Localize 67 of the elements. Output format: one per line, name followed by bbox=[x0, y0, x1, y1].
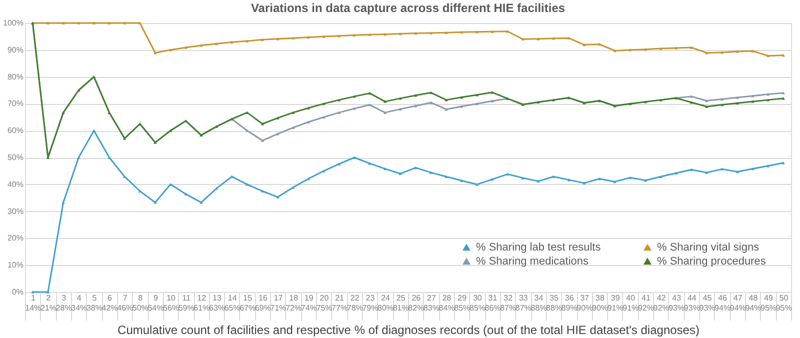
x-tick-label: 49 95% bbox=[760, 294, 777, 312]
x-tick-label: 9 54% bbox=[148, 294, 164, 312]
x-tick-label: 24 80% bbox=[378, 294, 394, 312]
x-tick-label: 31 86% bbox=[484, 294, 501, 312]
x-tick-label: 19 74% bbox=[300, 294, 317, 312]
x-tick-label: 32 87% bbox=[500, 294, 516, 312]
x-tick-label: 50 95% bbox=[776, 294, 792, 312]
x-tick-label: 37 90% bbox=[576, 294, 593, 312]
x-tick-label: 29 85% bbox=[454, 294, 470, 312]
y-tick-label: 50% bbox=[7, 153, 24, 162]
legend-label: % Sharing vital signs bbox=[657, 242, 760, 254]
y-tick-label: 30% bbox=[7, 206, 24, 216]
x-tick-label: 8 50% bbox=[132, 294, 148, 312]
y-tick-label: 20% bbox=[7, 234, 24, 243]
x-tick-label: 23 79% bbox=[362, 294, 378, 312]
legend-label: % Sharing lab test results bbox=[476, 242, 602, 254]
x-tick-label: 25 81% bbox=[392, 294, 409, 312]
x-tick-label: 41 92% bbox=[638, 294, 654, 312]
y-tick-label: 100% bbox=[3, 18, 24, 28]
x-tick-label: 17 71% bbox=[270, 294, 286, 312]
x-tick-label: 13 63% bbox=[208, 294, 226, 312]
x-tick-label: 1 14% bbox=[25, 294, 42, 312]
x-tick-label: 11 59% bbox=[178, 294, 194, 312]
x-tick-label: 12 61% bbox=[194, 294, 210, 312]
x-tick-label: 27 83% bbox=[423, 294, 440, 312]
x-tick-label: 28 84% bbox=[438, 294, 455, 312]
x-tick-label: 44 93% bbox=[684, 294, 700, 312]
x-tick-label: 36 89% bbox=[561, 294, 578, 312]
x-tick-label: 45 93% bbox=[699, 294, 716, 312]
x-tick-label: 14 65% bbox=[224, 294, 240, 312]
x-tick-label: 46 94% bbox=[714, 294, 731, 312]
x-tick-label: 40 91% bbox=[622, 294, 639, 312]
x-tick-label: 47 94% bbox=[730, 294, 746, 312]
x-tick-label: 10 56% bbox=[163, 294, 180, 312]
x-tick-label: 48 94% bbox=[745, 294, 762, 312]
x-tick-label: 38 90% bbox=[592, 294, 608, 312]
x-tick-label: 7 46% bbox=[117, 294, 134, 312]
x-tick-label: 34 88% bbox=[530, 294, 547, 312]
y-tick-label: 80% bbox=[7, 72, 24, 82]
y-tick-label: 40% bbox=[7, 180, 24, 189]
x-tick-label: 16 69% bbox=[254, 294, 271, 312]
legend-label: % Sharing medications bbox=[476, 256, 590, 268]
x-tick-label: 2 21% bbox=[40, 294, 56, 312]
x-tick-label: 22 78% bbox=[346, 294, 363, 312]
y-tick-label: 70% bbox=[7, 99, 24, 108]
chart-title: Variations in data capture across different HIE facilities bbox=[250, 1, 566, 15]
x-tick-label: 20 75% bbox=[316, 294, 332, 312]
x-tick-label: 35 88% bbox=[546, 294, 562, 312]
legend-label: % Sharing procedures bbox=[657, 256, 766, 268]
x-tick-label: 3 28% bbox=[56, 294, 72, 312]
y-tick-label: 10% bbox=[7, 260, 24, 270]
x-tick-label: 5 38% bbox=[86, 294, 102, 312]
x-tick-label: 33 87% bbox=[515, 294, 532, 312]
x-tick-label: 21 77% bbox=[332, 294, 348, 312]
y-tick-label: 90% bbox=[7, 45, 24, 54]
x-tick-label: 4 34% bbox=[71, 294, 88, 312]
x-tick-label: 18 72% bbox=[286, 294, 302, 312]
x-tick-label: 6 42% bbox=[102, 294, 118, 312]
y-tick-label: 60% bbox=[7, 126, 24, 136]
x-tick-label: 26 82% bbox=[408, 294, 424, 312]
x-tick-label: 42 92% bbox=[653, 294, 670, 312]
x-tick-label: 15 67% bbox=[240, 294, 256, 312]
y-tick-label: 0% bbox=[12, 288, 24, 296]
x-tick-label: 43 93% bbox=[668, 294, 685, 312]
x-tick-label: 39 91% bbox=[607, 294, 624, 312]
x-tick-label: 30 85% bbox=[469, 294, 486, 312]
x-axis-title: Cumulative count of facilities and respective % of diagnoses records (out of the total HIE dataset's diagnoses) bbox=[118, 323, 700, 337]
